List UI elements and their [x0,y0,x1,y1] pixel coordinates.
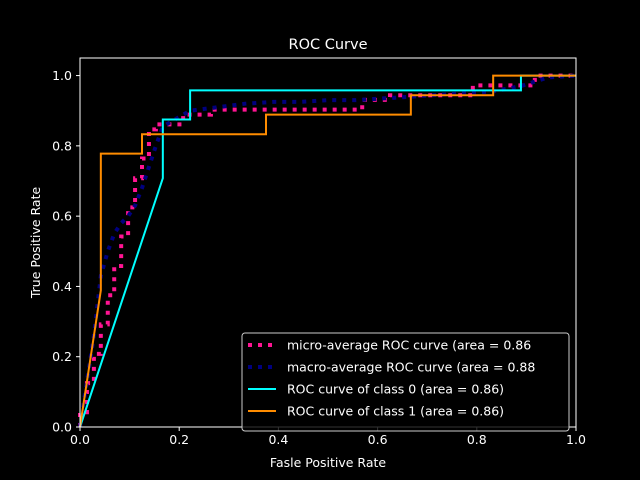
y-tick-label: 0.2 [52,349,72,364]
legend-label-3: ROC curve of class 1 (area = 0.86) [287,404,504,419]
x-tick-label: 0.2 [169,432,189,447]
chart-title: ROC Curve [289,37,368,53]
x-tick-label: 0.6 [368,432,388,447]
series-line-1 [78,73,577,428]
y-tick-label: 0.6 [52,209,72,224]
x-tick-label: 0.0 [70,432,90,447]
legend-box [241,332,570,432]
x-axis-label: Fasle Positive Rate [270,455,386,470]
y-tick-label: 0.4 [52,279,72,294]
legend-label-1: macro-average ROC curve (area = 0.88 [287,360,535,375]
legend-label-0: micro-average ROC curve (area = 0.86 [287,338,531,353]
y-tick-label: 0.0 [52,420,72,435]
y-axis-ticks: 0.0 0.2 0.4 0.6 0.8 1.0 [52,68,80,435]
legend: micro-average ROC curve (area = 0.86 macr… [241,332,570,432]
y-tick-label: 0.8 [52,138,72,153]
series-layer [78,73,577,428]
x-tick-label: 0.4 [268,432,288,447]
y-tick-label: 1.0 [52,68,72,83]
x-tick-label: 0.8 [467,432,487,447]
legend-label-2: ROC curve of class 0 (area = 0.86) [287,382,504,397]
y-axis-label: True Positive Rate [28,187,43,300]
series-line-2 [79,74,576,428]
x-tick-label: 1.0 [566,432,586,447]
series-line-3 [79,74,576,428]
